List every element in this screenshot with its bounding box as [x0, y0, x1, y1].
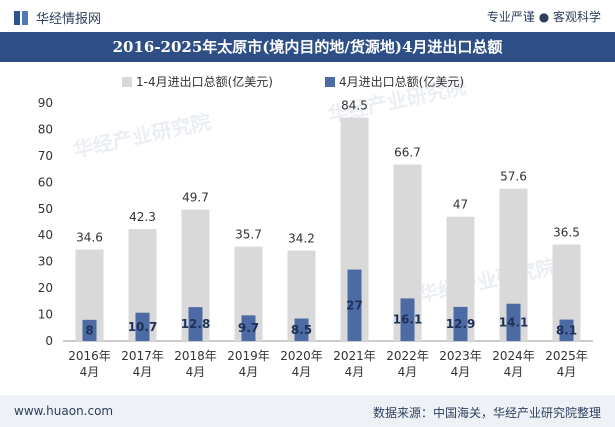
watermark-text: 华经产业研究院 [416, 254, 558, 307]
chart-title: 2016-2025年太原市(境内目的地/货源地)4月进出口总额 [0, 32, 615, 62]
data-source: 数据来源：中国海关，华经产业研究院整理 [372, 406, 601, 420]
data-label-april: 8 [85, 323, 93, 337]
x-tick-label: 4月 [398, 365, 418, 379]
footer-bar: www.huaon.com 数据来源：中国海关，华经产业研究院整理 [0, 395, 615, 427]
y-tick-label: 90 [38, 96, 53, 110]
y-tick-label: 20 [38, 281, 53, 295]
y-tick-label: 30 [38, 255, 53, 269]
x-tick-label: 4月 [239, 365, 259, 379]
x-tick-label: 4月 [133, 365, 153, 379]
bar-april [506, 303, 521, 341]
bar-april [347, 269, 362, 341]
y-tick-label: 50 [38, 202, 53, 216]
legend-label-1: 1-4月进出口总额(亿美元) [136, 74, 273, 89]
brand-name: 华经情报网 [36, 12, 102, 27]
x-tick-label: 4月 [345, 365, 365, 379]
y-tick-label: 10 [38, 308, 53, 322]
data-label-total: 57.6 [500, 170, 527, 184]
data-label-april: 14.1 [499, 315, 529, 329]
data-label-total: 47 [453, 198, 468, 212]
data-label-total: 34.6 [76, 231, 103, 245]
data-label-total: 34.2 [288, 232, 315, 246]
data-label-total: 42.3 [129, 210, 156, 224]
data-label-total: 49.7 [182, 191, 209, 205]
tagline: 专业严谨 ● 客观科学 [486, 10, 601, 24]
data-label-total: 84.5 [341, 99, 368, 113]
x-tick-label: 4月 [80, 365, 100, 379]
x-tick-label: 2025年 [545, 349, 588, 363]
x-tick-label: 2021年 [333, 349, 376, 363]
x-tick-label: 2019年 [227, 349, 270, 363]
watermark-text: 华经产业研究院 [71, 109, 213, 162]
y-tick-label: 40 [38, 228, 53, 242]
y-tick-label: 70 [38, 149, 53, 163]
data-label-total: 35.7 [235, 228, 262, 242]
brand: 华经情报网 [14, 8, 101, 27]
x-tick-label: 2017年 [121, 349, 164, 363]
x-tick-label: 2023年 [439, 349, 482, 363]
y-tick-label: 0 [45, 334, 53, 348]
bar-april [241, 315, 256, 341]
data-label-april: 12.8 [181, 317, 211, 331]
legend-swatch-1 [122, 77, 132, 87]
bar-april [294, 318, 309, 341]
x-tick-label: 4月 [451, 365, 471, 379]
data-label-total: 36.5 [553, 225, 580, 239]
x-tick-label: 2018年 [174, 349, 217, 363]
y-tick-label: 60 [38, 175, 53, 189]
x-tick-label: 2020年 [280, 349, 323, 363]
data-label-april: 16.1 [393, 313, 423, 327]
x-tick-label: 4月 [292, 365, 312, 379]
bar-april [188, 307, 203, 341]
bar-april [135, 312, 150, 341]
bar-april [453, 306, 468, 341]
x-tick-label: 2016年 [68, 349, 111, 363]
y-tick-label: 80 [38, 122, 53, 136]
x-tick-label: 4月 [557, 365, 577, 379]
top-bar: 华经情报网 专业严谨 ● 客观科学 [0, 0, 615, 32]
bar-april [82, 319, 97, 341]
legend-label-2: 4月进出口总额(亿美元) [339, 74, 464, 89]
legend-swatch-2 [325, 77, 335, 87]
data-label-april: 9.7 [238, 321, 259, 335]
brand-logo-icon [14, 10, 30, 25]
x-tick-label: 2024年 [492, 349, 535, 363]
data-label-april: 8.5 [291, 323, 312, 337]
data-label-april: 12.9 [446, 317, 476, 331]
bar-april [559, 319, 574, 341]
x-tick-label: 2022年 [386, 349, 429, 363]
bar-april [400, 298, 415, 341]
data-label-april: 10.7 [128, 320, 158, 334]
x-tick-label: 4月 [504, 365, 524, 379]
data-label-april: 27 [346, 298, 363, 312]
data-label-april: 8.1 [556, 323, 577, 337]
data-label-total: 66.7 [394, 146, 421, 160]
website-link[interactable]: www.huaon.com [14, 404, 114, 418]
x-tick-label: 4月 [186, 365, 206, 379]
